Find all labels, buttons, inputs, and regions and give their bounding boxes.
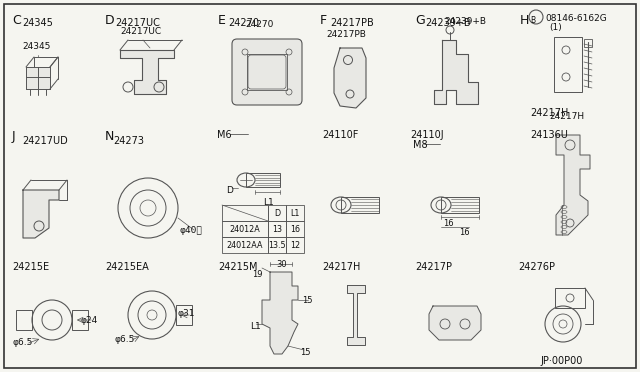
Text: 24215EA: 24215EA: [105, 262, 148, 272]
FancyBboxPatch shape: [232, 39, 302, 105]
Text: J: J: [12, 130, 15, 143]
Polygon shape: [334, 48, 366, 108]
Text: 12: 12: [290, 241, 300, 250]
Text: φ24: φ24: [80, 316, 97, 325]
Bar: [222, 221, 268, 237]
Bar: [222, 237, 268, 253]
Text: 24012A: 24012A: [230, 224, 260, 234]
Bar: [286, 237, 304, 253]
Text: 24217H: 24217H: [322, 262, 360, 272]
Text: N: N: [105, 130, 115, 143]
Bar: [441, 197, 479, 213]
Text: 24215M: 24215M: [218, 262, 257, 272]
Text: L1: L1: [250, 322, 260, 331]
Text: E: E: [218, 14, 226, 27]
Text: H: H: [520, 14, 529, 27]
Text: M8: M8: [413, 140, 428, 150]
Text: 24217H: 24217H: [530, 108, 568, 118]
Text: 24136U: 24136U: [530, 130, 568, 140]
Text: 24110J: 24110J: [410, 130, 444, 140]
Text: 24217UC: 24217UC: [115, 18, 160, 28]
Text: 30: 30: [276, 260, 287, 269]
Polygon shape: [262, 272, 298, 354]
Bar: [268, 205, 286, 221]
Text: 24217PB: 24217PB: [326, 30, 366, 39]
Text: 24345: 24345: [22, 18, 53, 28]
Text: F: F: [320, 14, 327, 27]
Text: 24345: 24345: [22, 42, 51, 51]
Text: 13.5: 13.5: [268, 241, 286, 250]
Text: 24215E: 24215E: [12, 262, 49, 272]
Bar: [341, 197, 379, 213]
Text: C: C: [12, 14, 20, 27]
Bar: [247, 54, 287, 90]
Text: D: D: [226, 186, 233, 195]
Text: L1: L1: [291, 208, 300, 218]
Text: D: D: [274, 208, 280, 218]
Text: 19: 19: [252, 270, 262, 279]
Bar: [16, 310, 32, 330]
Text: 24270: 24270: [245, 20, 273, 29]
Polygon shape: [120, 50, 174, 94]
Bar: [268, 237, 286, 253]
Bar: [176, 305, 192, 325]
Text: 16: 16: [290, 224, 300, 234]
Text: 24276P: 24276P: [518, 262, 555, 272]
Bar: [584, 39, 592, 47]
Polygon shape: [434, 40, 478, 104]
Text: 24012AA: 24012AA: [227, 241, 263, 250]
Text: JP·00P00: JP·00P00: [540, 356, 582, 366]
Text: 24217H: 24217H: [549, 112, 584, 121]
Text: 24270: 24270: [228, 18, 259, 28]
Polygon shape: [23, 190, 59, 238]
Text: 16: 16: [443, 219, 454, 228]
Polygon shape: [26, 67, 50, 89]
Text: 13: 13: [272, 224, 282, 234]
Text: φ40用: φ40用: [180, 226, 203, 235]
Text: 24239+B: 24239+B: [444, 17, 486, 26]
Text: D: D: [105, 14, 115, 27]
Polygon shape: [556, 135, 590, 235]
Text: B: B: [531, 16, 536, 25]
Text: 08146-6162G: 08146-6162G: [545, 14, 607, 23]
Polygon shape: [429, 306, 481, 340]
Bar: [72, 310, 88, 330]
Text: G: G: [415, 14, 425, 27]
Bar: [554, 37, 582, 92]
Text: L1: L1: [263, 198, 274, 207]
Text: 24217UD: 24217UD: [22, 136, 68, 146]
Text: 24217PB: 24217PB: [330, 18, 374, 28]
Text: 24217P: 24217P: [415, 262, 452, 272]
Bar: [286, 221, 304, 237]
Text: 15: 15: [300, 348, 310, 357]
Bar: [222, 205, 268, 221]
Text: 24273: 24273: [113, 136, 144, 146]
Text: 24239+B: 24239+B: [425, 18, 470, 28]
Text: M6: M6: [217, 130, 232, 140]
Bar: [268, 221, 286, 237]
Text: φ6.5: φ6.5: [114, 335, 134, 344]
Text: (1): (1): [549, 23, 562, 32]
Text: φ31: φ31: [178, 309, 195, 318]
Polygon shape: [347, 285, 365, 345]
Text: 24217UC: 24217UC: [120, 27, 161, 36]
Text: 24110F: 24110F: [322, 130, 358, 140]
Text: φ6.5: φ6.5: [12, 338, 33, 347]
Bar: [555, 288, 585, 308]
Text: 15: 15: [302, 296, 312, 305]
Bar: [286, 205, 304, 221]
Bar: [246, 173, 280, 187]
Text: 16: 16: [459, 228, 470, 237]
